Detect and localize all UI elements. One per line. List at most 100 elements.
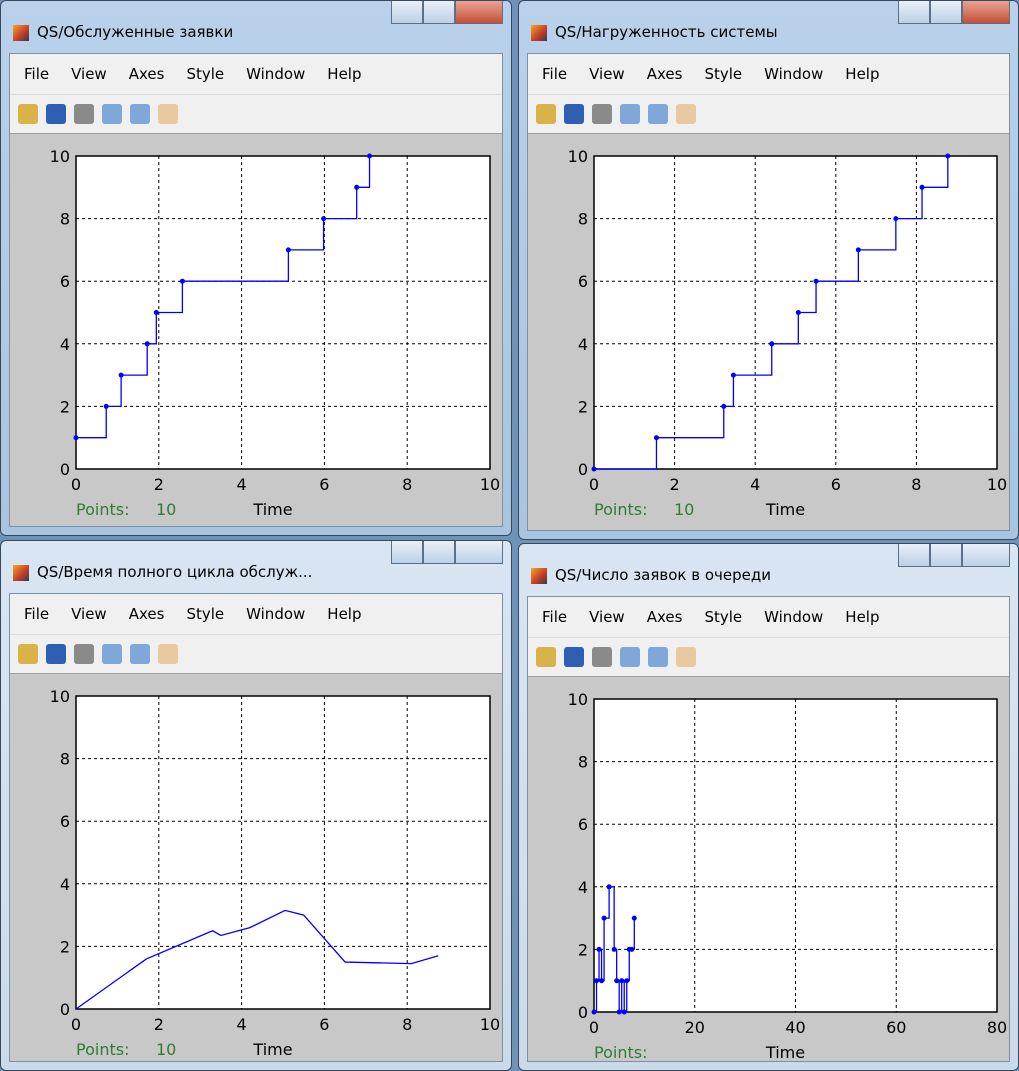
x-tick-label: 4 [237, 475, 247, 494]
tool-button[interactable] [564, 647, 584, 667]
tool-button[interactable] [74, 644, 94, 664]
menu-item[interactable]: File [24, 65, 49, 83]
y-tick-label: 8 [578, 753, 588, 772]
menu-item[interactable]: View [71, 65, 107, 83]
menu-item[interactable]: Help [845, 608, 879, 626]
tool-button[interactable] [676, 104, 696, 124]
tool-button[interactable] [592, 104, 612, 124]
window: QS/Время полного цикла обслуж...FileView… [0, 540, 512, 1071]
menu-item[interactable]: Style [704, 608, 742, 626]
tool-button[interactable] [130, 644, 150, 664]
title-bar: QS/Число заявок в очереди [519, 544, 1018, 594]
menu-item[interactable]: View [589, 608, 625, 626]
tool-button[interactable] [536, 104, 556, 124]
app-icon [13, 565, 29, 581]
client-area: FileViewAxesStyleWindowHelp0246810020406… [527, 596, 1010, 1062]
x-tick-label: 2 [154, 475, 164, 494]
menu-item[interactable]: Window [764, 65, 823, 83]
window: QS/Обслуженные заявки File View Axes Style Wi… [0, 0, 512, 536]
tool-button[interactable] [158, 104, 178, 124]
menu-bar: File View Axes Style Window Help [528, 54, 1009, 94]
x-tick-label: 6 [831, 475, 841, 494]
y-tick-label: 4 [578, 878, 588, 897]
menu-item[interactable]: Help [845, 65, 879, 83]
minimize-button[interactable] [898, 544, 930, 567]
menu-item[interactable]: File [24, 605, 49, 623]
maximize-button[interactable] [930, 1, 962, 24]
menu-item[interactable]: Window [246, 65, 305, 83]
caption-buttons [898, 544, 1010, 567]
tool-button[interactable] [18, 644, 38, 664]
axes-area [76, 696, 490, 1009]
menu-item[interactable]: Style [186, 65, 224, 83]
minimize-button[interactable] [391, 1, 423, 24]
maximize-button[interactable] [930, 544, 962, 567]
menu-item[interactable]: Axes [647, 608, 683, 626]
minimize-button[interactable] [391, 541, 423, 564]
close-button[interactable] [962, 544, 1010, 567]
data-point [367, 154, 372, 159]
menu-item[interactable]: Help [327, 65, 361, 83]
minimize-button[interactable] [898, 1, 930, 24]
tool-button[interactable] [648, 647, 668, 667]
menu-item[interactable]: View [589, 65, 625, 83]
menu-item[interactable]: Axes [647, 65, 683, 83]
menu-item[interactable]: File [542, 608, 567, 626]
tool-button[interactable] [158, 644, 178, 664]
close-button[interactable] [962, 1, 1010, 24]
tool-button[interactable] [648, 104, 668, 124]
tool-button[interactable] [620, 104, 640, 124]
close-button[interactable] [455, 1, 503, 24]
menu-item[interactable]: Style [704, 65, 742, 83]
x-tick-label: 2 [154, 1015, 164, 1034]
y-tick-label: 8 [60, 210, 70, 229]
tool-button[interactable] [676, 647, 696, 667]
title-bar: QS/Обслуженные заявки [1, 1, 511, 51]
x-tick-label: 0 [71, 1015, 81, 1034]
menu-item[interactable]: Axes [129, 65, 165, 83]
window-title: QS/Обслуженные заявки [37, 23, 233, 41]
x-tick-label: 4 [237, 1015, 247, 1034]
maximize-button[interactable] [423, 541, 455, 564]
tool-button[interactable] [74, 104, 94, 124]
tool-button[interactable] [536, 647, 556, 667]
toolbar [528, 94, 1009, 134]
x-tick-label: 10 [987, 475, 1007, 494]
caption-buttons [898, 1, 1010, 24]
window-title: QS/Нагруженность системы [555, 23, 778, 41]
menu-item[interactable]: Window [246, 605, 305, 623]
y-tick-label: 6 [578, 815, 588, 834]
y-tick-label: 0 [578, 1003, 588, 1022]
tool-button[interactable] [102, 644, 122, 664]
x-tick-label: 8 [402, 475, 412, 494]
y-tick-label: 0 [60, 460, 70, 479]
tool-button[interactable] [18, 104, 38, 124]
tool-button[interactable] [102, 104, 122, 124]
tool-button[interactable] [592, 647, 612, 667]
toolbar [10, 634, 502, 674]
app-icon [531, 568, 547, 584]
menu-item[interactable]: Help [327, 605, 361, 623]
tool-button[interactable] [564, 104, 584, 124]
menu-item[interactable]: View [71, 605, 107, 623]
tool-button[interactable] [46, 104, 66, 124]
menu-item[interactable]: Window [764, 608, 823, 626]
y-tick-label: 4 [60, 875, 70, 894]
y-tick-label: 6 [578, 272, 588, 291]
close-button[interactable] [455, 541, 503, 564]
window-title: QS/Число заявок в очереди [555, 566, 771, 584]
menu-bar: File View Axes Style Window Help [528, 597, 1009, 637]
menu-item[interactable]: File [542, 65, 567, 83]
points-count: 10 [156, 500, 176, 519]
points-count: 10 [156, 1040, 176, 1059]
tool-button[interactable] [620, 647, 640, 667]
menu-item[interactable]: Axes [129, 605, 165, 623]
maximize-button[interactable] [423, 1, 455, 24]
plot: 02468100246810Points:10Time [528, 134, 1011, 532]
menu-item[interactable]: Style [186, 605, 224, 623]
points-label: Points: [594, 1043, 647, 1062]
tool-button[interactable] [46, 644, 66, 664]
tool-button[interactable] [130, 104, 150, 124]
